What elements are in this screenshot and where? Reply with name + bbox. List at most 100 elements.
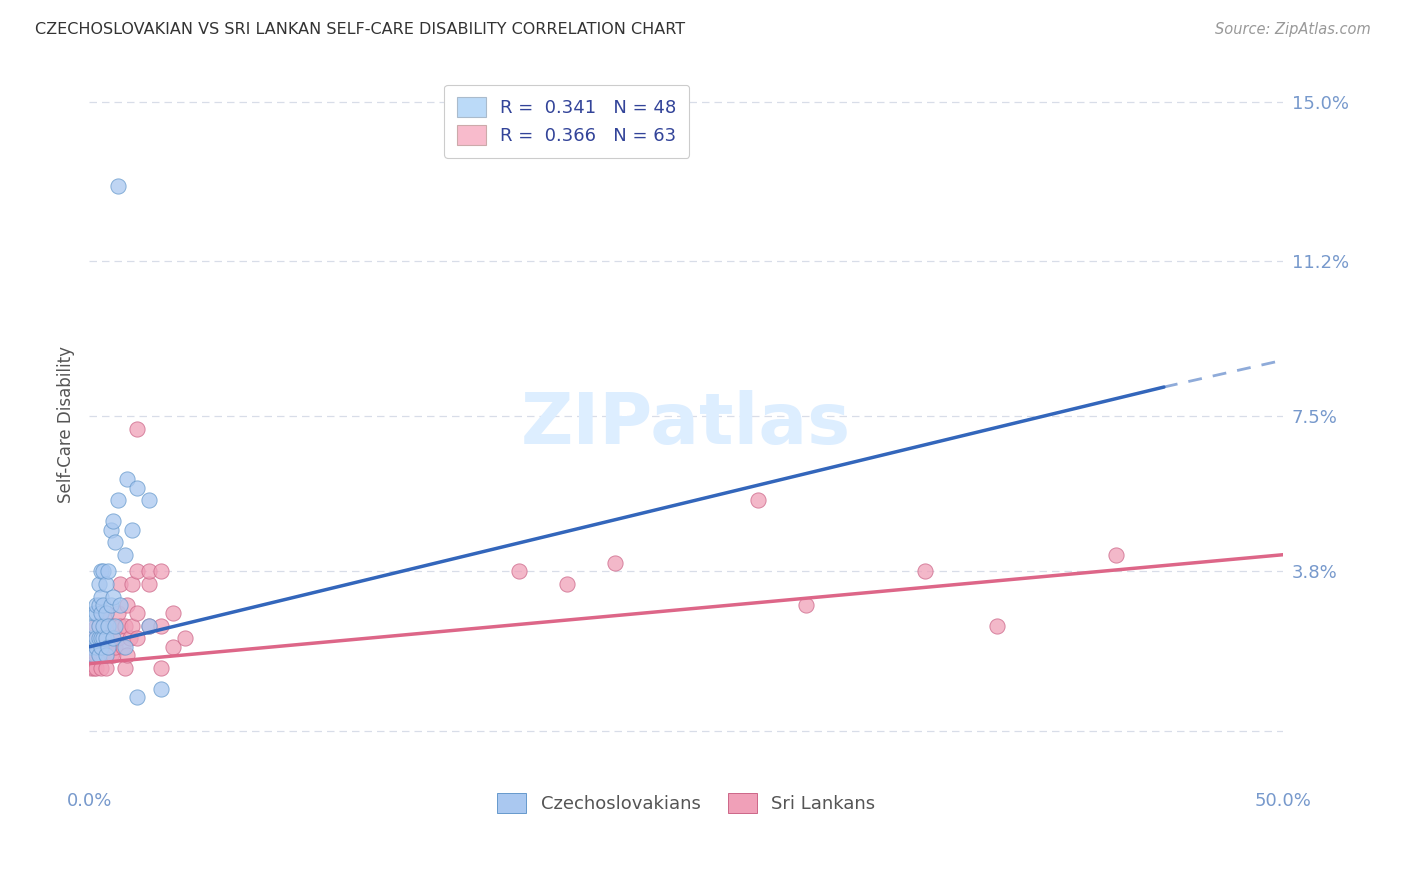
Point: [603, 556, 626, 570]
Point: [138, 619, 160, 633]
Point: [118, 632, 141, 646]
Point: [100, 598, 122, 612]
Point: [87, 619, 110, 633]
Point: [121, 577, 143, 591]
Point: [84, 640, 107, 654]
Point: [747, 493, 769, 508]
Point: [107, 607, 129, 621]
Point: [914, 565, 936, 579]
Point: [80, 661, 103, 675]
Point: [101, 648, 124, 663]
Point: [794, 598, 817, 612]
Point: [94, 577, 117, 591]
Point: [97, 565, 120, 579]
Point: [125, 632, 148, 646]
Point: [100, 648, 122, 663]
Point: [104, 535, 127, 549]
Point: [125, 607, 148, 621]
Point: [162, 607, 184, 621]
Point: [508, 565, 530, 579]
Point: [104, 640, 127, 654]
Point: [107, 632, 129, 646]
Text: ZIPatlas: ZIPatlas: [522, 391, 851, 459]
Point: [555, 577, 578, 591]
Point: [94, 632, 117, 646]
Point: [80, 632, 103, 646]
Point: [83, 632, 105, 646]
Point: [138, 577, 160, 591]
Point: [101, 590, 124, 604]
Point: [93, 619, 115, 633]
Point: [93, 648, 115, 663]
Point: [125, 565, 148, 579]
Point: [97, 619, 120, 633]
Point: [87, 598, 110, 612]
Point: [114, 640, 136, 654]
Point: [125, 690, 148, 705]
Point: [111, 640, 134, 654]
Point: [986, 619, 1008, 633]
Point: [83, 648, 105, 663]
Point: [94, 661, 117, 675]
Point: [138, 619, 160, 633]
Point: [84, 607, 107, 621]
Point: [97, 640, 120, 654]
Point: [138, 493, 160, 508]
Point: [138, 565, 160, 579]
Point: [90, 640, 112, 654]
Text: CZECHOSLOVAKIAN VS SRI LANKAN SELF-CARE DISABILITY CORRELATION CHART: CZECHOSLOVAKIAN VS SRI LANKAN SELF-CARE …: [35, 22, 685, 37]
Point: [90, 607, 112, 621]
Point: [162, 640, 184, 654]
Point: [84, 598, 107, 612]
Point: [84, 648, 107, 663]
Point: [108, 598, 131, 612]
Point: [80, 648, 103, 663]
Point: [90, 661, 112, 675]
Point: [93, 632, 115, 646]
Point: [125, 422, 148, 436]
Point: [80, 640, 103, 654]
Point: [94, 632, 117, 646]
Point: [90, 632, 112, 646]
Point: [84, 661, 107, 675]
Point: [83, 619, 105, 633]
Point: [93, 565, 115, 579]
Point: [101, 514, 124, 528]
Point: [90, 607, 112, 621]
Point: [94, 607, 117, 621]
Point: [83, 661, 105, 675]
Point: [90, 648, 112, 663]
Point: [117, 472, 139, 486]
Point: [94, 607, 117, 621]
Text: Source: ZipAtlas.com: Source: ZipAtlas.com: [1215, 22, 1371, 37]
Y-axis label: Self-Care Disability: Self-Care Disability: [58, 346, 75, 503]
Point: [100, 632, 122, 646]
Point: [121, 619, 143, 633]
Point: [83, 607, 105, 621]
Point: [107, 178, 129, 193]
Point: [104, 619, 127, 633]
Point: [84, 632, 107, 646]
Point: [90, 590, 112, 604]
Point: [117, 598, 139, 612]
Point: [83, 640, 105, 654]
Point: [108, 577, 131, 591]
Point: [108, 619, 131, 633]
Point: [84, 632, 107, 646]
Point: [1105, 548, 1128, 562]
Point: [149, 681, 172, 696]
Point: [93, 640, 115, 654]
Point: [87, 632, 110, 646]
Point: [101, 632, 124, 646]
Point: [173, 632, 195, 646]
Point: [84, 619, 107, 633]
Point: [90, 632, 112, 646]
Point: [87, 640, 110, 654]
Point: [87, 648, 110, 663]
Point: [149, 619, 172, 633]
Point: [114, 548, 136, 562]
Point: [101, 619, 124, 633]
Point: [100, 523, 122, 537]
Point: [114, 619, 136, 633]
Point: [117, 648, 139, 663]
